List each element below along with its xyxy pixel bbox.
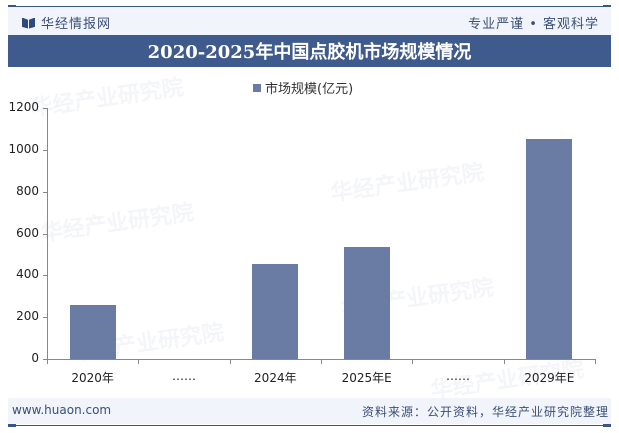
y-tick — [43, 275, 47, 277]
x-tick — [321, 359, 322, 364]
y-tick-label: 600 — [16, 225, 39, 240]
watermark: 华经产业研究院 — [39, 200, 196, 247]
bottom-rule-cap — [8, 424, 16, 427]
chart-frame: 华经情报网 专业严谨 • 客观科学 2020-2025年中国点胶机市场规模情况 — [8, 0, 611, 433]
bar — [252, 263, 299, 359]
x-tick — [229, 359, 231, 364]
y-tick — [43, 317, 47, 319]
legend-swatch — [253, 83, 261, 92]
top-rule-cap — [603, 5, 611, 8]
y-tick — [43, 191, 47, 193]
brand: 华经情报网 — [22, 13, 111, 32]
x-tick — [412, 359, 414, 364]
brand-name: 华经情报网 — [41, 17, 112, 32]
header-bar — [8, 7, 611, 35]
footer-source: 资料来源：公开资料，华经产业研究院整理 — [361, 405, 609, 419]
footer-bar — [8, 398, 611, 424]
title-bar: 2020-2025年中国点胶机市场规模情况 — [8, 35, 611, 67]
x-tick-label: …… — [172, 369, 196, 383]
bottom-rule — [8, 425, 611, 426]
book-icon — [22, 17, 35, 29]
x-tick-label: 2029年E — [524, 371, 575, 385]
x-tick-label: 2024年 — [254, 371, 297, 385]
x-tick — [47, 359, 48, 364]
y-tick-label: 0 — [31, 351, 39, 365]
x-tick-label: …… — [446, 369, 470, 383]
bar — [69, 304, 116, 359]
y-tick — [43, 149, 47, 151]
slogan: 专业严谨 • 客观科学 — [468, 17, 599, 32]
y-tick-label: 1200 — [8, 100, 39, 114]
x-tick — [138, 359, 140, 364]
y-axis — [47, 108, 48, 360]
legend: 市场规模(亿元) — [253, 78, 353, 97]
chart-title: 2020-2025年中国点胶机市场规模情况 — [147, 42, 472, 63]
y-tick — [43, 359, 47, 360]
x-tick-label: 2020年 — [71, 371, 114, 385]
bar — [526, 139, 573, 359]
y-tick-label: 800 — [16, 183, 39, 198]
watermark: 华经产业研究院 — [329, 160, 486, 207]
y-tick-label: 1000 — [8, 141, 39, 156]
x-tick — [503, 359, 505, 364]
y-tick-label: 200 — [16, 309, 39, 324]
y-tick-label: 400 — [16, 267, 39, 282]
bottom-rule-cap — [603, 424, 611, 427]
y-tick — [43, 233, 47, 235]
legend-label: 市场规模(亿元) — [265, 82, 354, 97]
top-rule-cap — [8, 5, 16, 8]
watermark: 华经产业研究院 — [29, 75, 186, 122]
footer-website: www.huaon.com — [12, 403, 112, 417]
x-tick — [595, 359, 596, 364]
top-rule — [8, 6, 611, 7]
y-tick — [43, 108, 47, 109]
x-tick-label: 2025年E — [341, 371, 392, 385]
bar — [343, 246, 390, 359]
